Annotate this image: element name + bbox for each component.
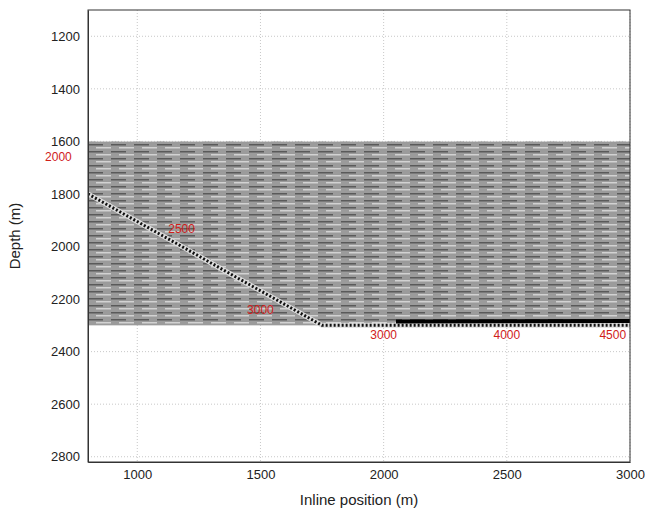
tick: 1600: [51, 134, 88, 149]
tick: 2000: [370, 462, 399, 482]
velocity-label: 3000: [370, 328, 397, 342]
velocity-label: 4500: [599, 328, 626, 342]
tick-label: 3000: [616, 467, 645, 482]
tick-label: 2500: [493, 467, 522, 482]
tick: 1200: [51, 29, 88, 44]
y-axis-title: Depth (m): [6, 203, 23, 270]
plot-area: 1000150020002500300012001400160018002000…: [45, 10, 645, 482]
x-axis-title: Inline position (m): [300, 491, 418, 508]
tick-label: 1600: [51, 134, 80, 149]
tick-label: 2000: [51, 239, 80, 254]
tick-label: 1800: [51, 187, 80, 202]
velocity-label: 3000: [247, 303, 274, 317]
x-axis: 1000 1500 2000 2500 3000: [89, 462, 645, 482]
velocity-label: 2000: [45, 150, 72, 164]
seismic-section: [88, 141, 630, 325]
grid-line: [88, 404, 630, 405]
velocity-label: 4000: [493, 328, 520, 342]
tick-label: 1500: [246, 467, 275, 482]
tick: 3000: [616, 462, 645, 482]
tick: 1800: [51, 187, 88, 202]
velocity-label: 2500: [168, 222, 195, 236]
chart: 1000150020002500300012001400160018002000…: [0, 0, 645, 517]
tick-label: 2400: [51, 344, 80, 359]
tick: 2200: [51, 292, 88, 307]
tick-label: 2600: [51, 397, 80, 412]
tick-label: 2200: [51, 292, 80, 307]
tick-label: 2000: [370, 467, 399, 482]
grid-line: [88, 88, 630, 89]
tick-label: 1000: [123, 467, 152, 482]
tick-label: 2800: [51, 449, 80, 464]
marks: [88, 141, 630, 325]
tick: 2600: [51, 397, 88, 412]
tick: 2500: [493, 462, 522, 482]
tick: 2400: [51, 344, 88, 359]
tick: 1500: [246, 462, 275, 482]
tick-label: 1400: [51, 81, 80, 96]
tick: 2000: [51, 239, 88, 254]
annotations: 2000 2500 3000 3000 4000 4500: [45, 150, 626, 341]
tick: 1400: [51, 81, 88, 96]
grid-line: [88, 36, 630, 37]
y-axis: 1200 1400 1600 1800 2000 2200 2400 2600 2800: [51, 11, 88, 465]
grid-line: [88, 456, 630, 457]
horizon-halo: [88, 194, 630, 325]
axis-line: [89, 462, 631, 463]
grid: [88, 10, 630, 462]
tick: 2800: [51, 449, 88, 464]
horizon-line: [88, 194, 630, 325]
tick-label: 1200: [51, 29, 80, 44]
tick: 1000: [123, 462, 152, 482]
grid-line: [88, 351, 630, 352]
plot-frame: [88, 10, 630, 462]
reflector-line: [396, 319, 630, 324]
axis-line: [88, 11, 89, 463]
